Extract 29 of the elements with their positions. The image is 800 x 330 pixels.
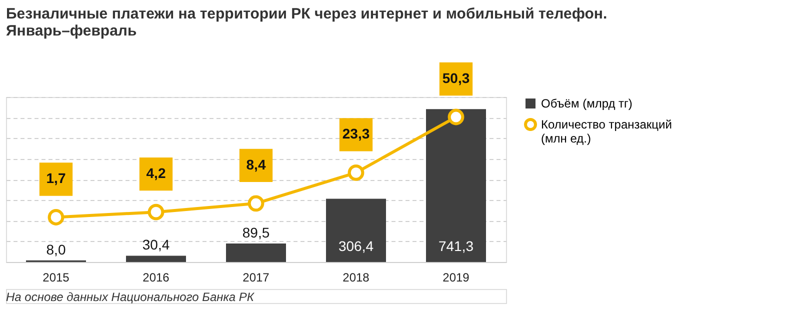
data-label: 8,4 xyxy=(246,156,266,172)
data-label: 50,3 xyxy=(442,70,470,86)
x-tick-label: 2017 xyxy=(242,270,270,284)
legend-label: Объём (млрд тг) xyxy=(541,96,632,110)
point xyxy=(348,164,364,181)
bar xyxy=(226,244,286,262)
data-label: 306,4 xyxy=(338,238,374,254)
data-label: 741,3 xyxy=(438,238,474,254)
bar xyxy=(326,198,386,262)
text: Безналичные платежи на территории РК через интернет и мобильный телефон. xyxy=(6,5,608,22)
data-label: 30,4 xyxy=(142,236,170,253)
data-label: 23,3 xyxy=(342,126,370,142)
data-label: 8,0 xyxy=(46,241,66,258)
point xyxy=(48,209,64,226)
legend-label: Количество транзакций (млн ед.) xyxy=(541,118,672,146)
x-tick-label: 2016 xyxy=(142,270,170,284)
bar xyxy=(426,109,486,262)
point xyxy=(248,195,264,212)
point xyxy=(148,204,164,220)
bar xyxy=(126,256,186,262)
x-tick-label: 2019 xyxy=(442,270,470,284)
x-tick-label: 2015 xyxy=(42,270,70,284)
data-label: 89,5 xyxy=(242,224,270,241)
data-label: 1,7 xyxy=(46,170,66,186)
point xyxy=(448,108,464,126)
text: Январь–февраль xyxy=(6,22,137,40)
x-tick-label: 2018 xyxy=(342,270,370,284)
text: На основе данных Национального Банка РК xyxy=(6,290,255,304)
data-label: 4,2 xyxy=(146,165,166,182)
